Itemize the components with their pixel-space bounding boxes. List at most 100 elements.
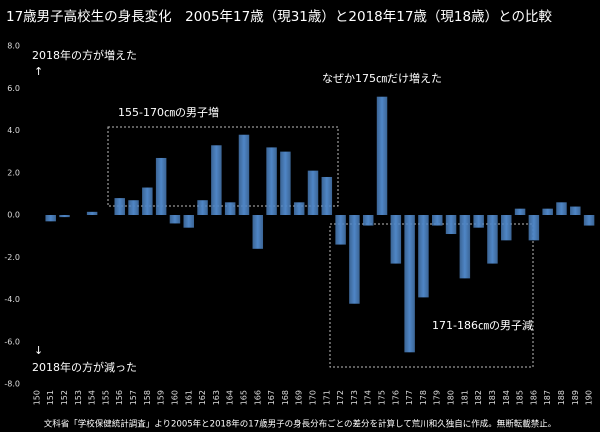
x-tick-label: 173 (350, 390, 359, 405)
x-tick-label: 163 (212, 390, 221, 405)
x-tick-label: 188 (557, 390, 566, 405)
x-tick-label: 157 (129, 390, 138, 405)
annotation: ↓ (34, 344, 43, 357)
bar (59, 215, 70, 218)
x-tick-label: 169 (295, 390, 304, 405)
bar (224, 202, 236, 215)
y-tick-label: 6.0 (7, 84, 20, 93)
x-tick-label: 160 (170, 390, 179, 405)
bar (321, 176, 333, 215)
annotation: なぜか175㎝だけ増えた (322, 72, 442, 85)
footnote: 文科省「学校保健統計調査」より2005年と2018年の17歳男子の身長分布ごとの… (44, 419, 557, 430)
x-tick-label: 171 (322, 390, 331, 405)
y-tick-label: 8.0 (7, 42, 20, 51)
x-tick-label: 150 (32, 390, 41, 405)
x-tick-label: 182 (474, 390, 483, 405)
x-tick-label: 178 (419, 390, 428, 405)
bar (142, 187, 153, 215)
bar (528, 215, 540, 241)
x-tick-label: 151 (46, 390, 55, 405)
x-tick-label: 170 (309, 390, 318, 405)
bar (86, 211, 98, 215)
x-tick-label: 175 (378, 390, 387, 405)
bar (473, 215, 484, 228)
x-tick-label: 158 (143, 390, 152, 405)
y-tick-label: 0.0 (7, 211, 20, 220)
bar (362, 215, 374, 226)
annotation: 171-186㎝の男子減 (432, 318, 533, 332)
bar (252, 215, 264, 249)
bar (266, 147, 277, 215)
x-tick-label: 179 (433, 390, 442, 405)
bar (169, 215, 181, 224)
annotation: 2018年の方が減った (32, 360, 137, 374)
x-tick-label: 174 (364, 390, 373, 405)
x-tick-label: 181 (460, 390, 469, 405)
bar (335, 215, 346, 245)
bar (487, 215, 498, 264)
bar (197, 200, 208, 215)
x-tick-label: 168 (281, 390, 290, 405)
bar (45, 215, 56, 222)
x-tick-label: 156 (115, 390, 124, 405)
x-tick-label: 187 (543, 390, 552, 405)
bar (514, 208, 526, 215)
x-tick-label: 189 (571, 390, 580, 405)
annotation: 2018年の方が増えた (32, 48, 137, 62)
x-tick-label: 164 (226, 390, 235, 405)
bar (501, 215, 512, 241)
x-tick-label: 162 (198, 390, 207, 405)
bar (390, 215, 402, 264)
bar (155, 157, 167, 215)
x-tick-label: 165 (239, 390, 248, 405)
x-tick-label: 161 (184, 390, 193, 405)
annotation-box (329, 223, 534, 368)
bar (376, 96, 388, 215)
annotation-box (107, 126, 339, 207)
bar (431, 215, 443, 226)
x-tick-label: 180 (447, 390, 456, 405)
x-tick-label: 153 (74, 390, 83, 405)
x-tick-label: 167 (267, 390, 276, 405)
bar (570, 206, 581, 215)
y-tick-label: -4.0 (4, 295, 20, 304)
x-tick-label: 185 (516, 390, 525, 405)
bar (542, 208, 553, 215)
x-tick-label: 159 (157, 390, 166, 405)
bar (445, 215, 457, 235)
x-tick-label: 177 (405, 390, 414, 405)
y-tick-label: -2.0 (4, 253, 20, 262)
bar (418, 215, 429, 298)
bar (280, 151, 291, 215)
bar (307, 170, 319, 215)
bar (238, 134, 250, 215)
x-tick-label: 183 (488, 390, 497, 405)
x-tick-label: 184 (502, 390, 511, 405)
x-tick-label: 176 (391, 390, 400, 405)
y-tick-label: 4.0 (7, 126, 20, 135)
bar (349, 215, 360, 304)
x-tick-label: 166 (253, 390, 262, 405)
chart-title: 17歳男子高校生の身長変化 2005年17歳（現31歳）と2018年17歳（現1… (6, 8, 552, 25)
bar (404, 215, 415, 353)
bar (128, 200, 139, 215)
y-tick-label: -6.0 (4, 337, 20, 346)
x-tick-label: 190 (585, 390, 594, 405)
bar (583, 215, 595, 226)
annotation: 155-170㎝の男子増 (118, 106, 219, 119)
y-tick-label: 2.0 (7, 168, 20, 177)
x-tick-label: 186 (529, 390, 538, 405)
bar (114, 198, 125, 215)
bar (556, 202, 567, 215)
x-tick-label: 155 (101, 390, 110, 405)
bar (459, 215, 471, 279)
x-tick-label: 152 (60, 390, 69, 405)
bar (211, 145, 222, 215)
bar (183, 215, 195, 228)
x-tick-label: 172 (336, 390, 345, 405)
annotation: ↑ (34, 65, 43, 78)
x-tick-label: 154 (88, 390, 97, 405)
bar (293, 202, 305, 215)
y-tick-label: -8.0 (4, 380, 20, 389)
